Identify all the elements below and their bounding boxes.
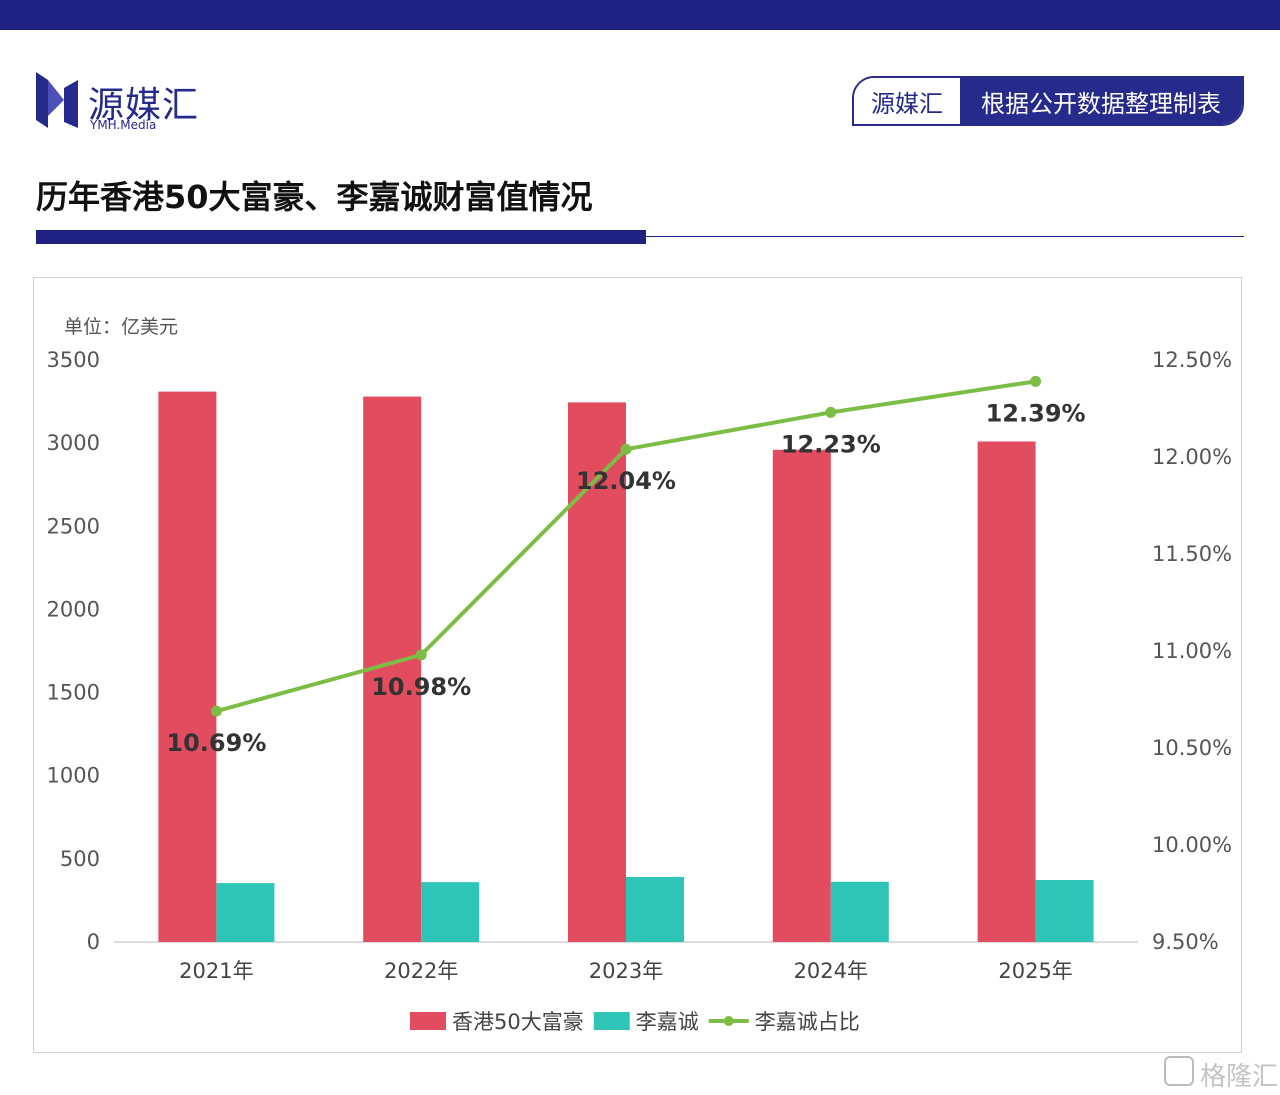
point-li-share bbox=[210, 705, 222, 717]
y-left-tick-label: 500 bbox=[60, 847, 100, 871]
y-right-tick-label: 10.50% bbox=[1152, 736, 1232, 760]
y-right-tick-label: 10.00% bbox=[1152, 833, 1232, 857]
point-li-share bbox=[1030, 375, 1042, 387]
bar-top50 bbox=[568, 402, 626, 943]
y-left-tick-label: 1000 bbox=[47, 764, 100, 788]
watermark-icon bbox=[1164, 1056, 1194, 1086]
y-right-tick-label: 9.50% bbox=[1152, 930, 1219, 954]
legend-swatch bbox=[593, 1012, 630, 1030]
bar-li bbox=[626, 876, 684, 942]
y-left-tick-label: 2500 bbox=[47, 514, 100, 538]
bar-top50 bbox=[977, 441, 1036, 942]
y-right-tick-label: 11.00% bbox=[1152, 639, 1232, 663]
y-left-tick-label: 2000 bbox=[47, 597, 100, 621]
y-left-tick-label: 1500 bbox=[47, 681, 100, 705]
y-right-tick-label: 12.00% bbox=[1152, 445, 1232, 469]
source-tag-note: 根据公开数据整理制表 bbox=[960, 78, 1242, 124]
legend-label: 李嘉诚占比 bbox=[755, 1010, 860, 1034]
point-li-share bbox=[415, 649, 427, 661]
y-left-tick-label: 3000 bbox=[47, 431, 100, 455]
source-tag: 源媒汇 根据公开数据整理制表 bbox=[852, 76, 1244, 126]
y-left-tick-label: 0 bbox=[87, 930, 100, 954]
data-label-li-share: 10.98% bbox=[371, 673, 471, 701]
brand-logo: 源媒汇 YMH.Media bbox=[34, 68, 234, 134]
data-label-li-share: 12.23% bbox=[781, 430, 881, 458]
x-tick-label: 2025年 bbox=[998, 959, 1072, 983]
x-tick-label: 2021年 bbox=[179, 959, 253, 983]
title-underline-line bbox=[646, 236, 1244, 237]
page-title: 历年香港50大富豪、李嘉诚财富值情况 bbox=[36, 178, 593, 216]
watermark: 格隆汇 bbox=[1162, 1052, 1278, 1092]
legend-swatch-dot bbox=[723, 1016, 734, 1026]
bar-li bbox=[1035, 879, 1094, 942]
bar-top50 bbox=[158, 391, 217, 942]
unit-label: 单位：亿美元 bbox=[64, 316, 179, 338]
top-band bbox=[0, 0, 1280, 30]
title-underline-bar bbox=[36, 230, 646, 244]
legend-label: 香港50大富豪 bbox=[452, 1010, 584, 1034]
x-tick-label: 2023年 bbox=[589, 959, 663, 983]
y-left-tick-label: 3500 bbox=[47, 348, 100, 372]
brand-name: 源媒汇 bbox=[88, 85, 200, 126]
bar-li bbox=[216, 883, 275, 942]
data-label-li-share: 12.04% bbox=[576, 467, 676, 495]
legend-swatch bbox=[410, 1012, 446, 1030]
point-li-share bbox=[825, 406, 837, 418]
chart-frame bbox=[33, 277, 1242, 1053]
watermark-text: 格隆汇 bbox=[1200, 1062, 1279, 1092]
brand-sub: YMH.Media bbox=[90, 118, 157, 132]
brand-mark-icon bbox=[36, 72, 78, 128]
bar-li bbox=[421, 882, 480, 942]
x-tick-label: 2024年 bbox=[794, 959, 868, 983]
bar-li bbox=[830, 881, 889, 942]
data-label-li-share: 10.69% bbox=[166, 729, 266, 757]
source-tag-brand: 源媒汇 bbox=[854, 78, 960, 124]
bar-top50 bbox=[772, 449, 831, 942]
legend-label: 李嘉诚 bbox=[636, 1010, 699, 1034]
y-right-tick-label: 12.50% bbox=[1152, 348, 1232, 372]
x-tick-label: 2022年 bbox=[384, 959, 458, 983]
data-label-li-share: 12.39% bbox=[986, 399, 1086, 427]
point-li-share bbox=[620, 443, 632, 455]
y-right-tick-label: 11.50% bbox=[1152, 542, 1232, 566]
